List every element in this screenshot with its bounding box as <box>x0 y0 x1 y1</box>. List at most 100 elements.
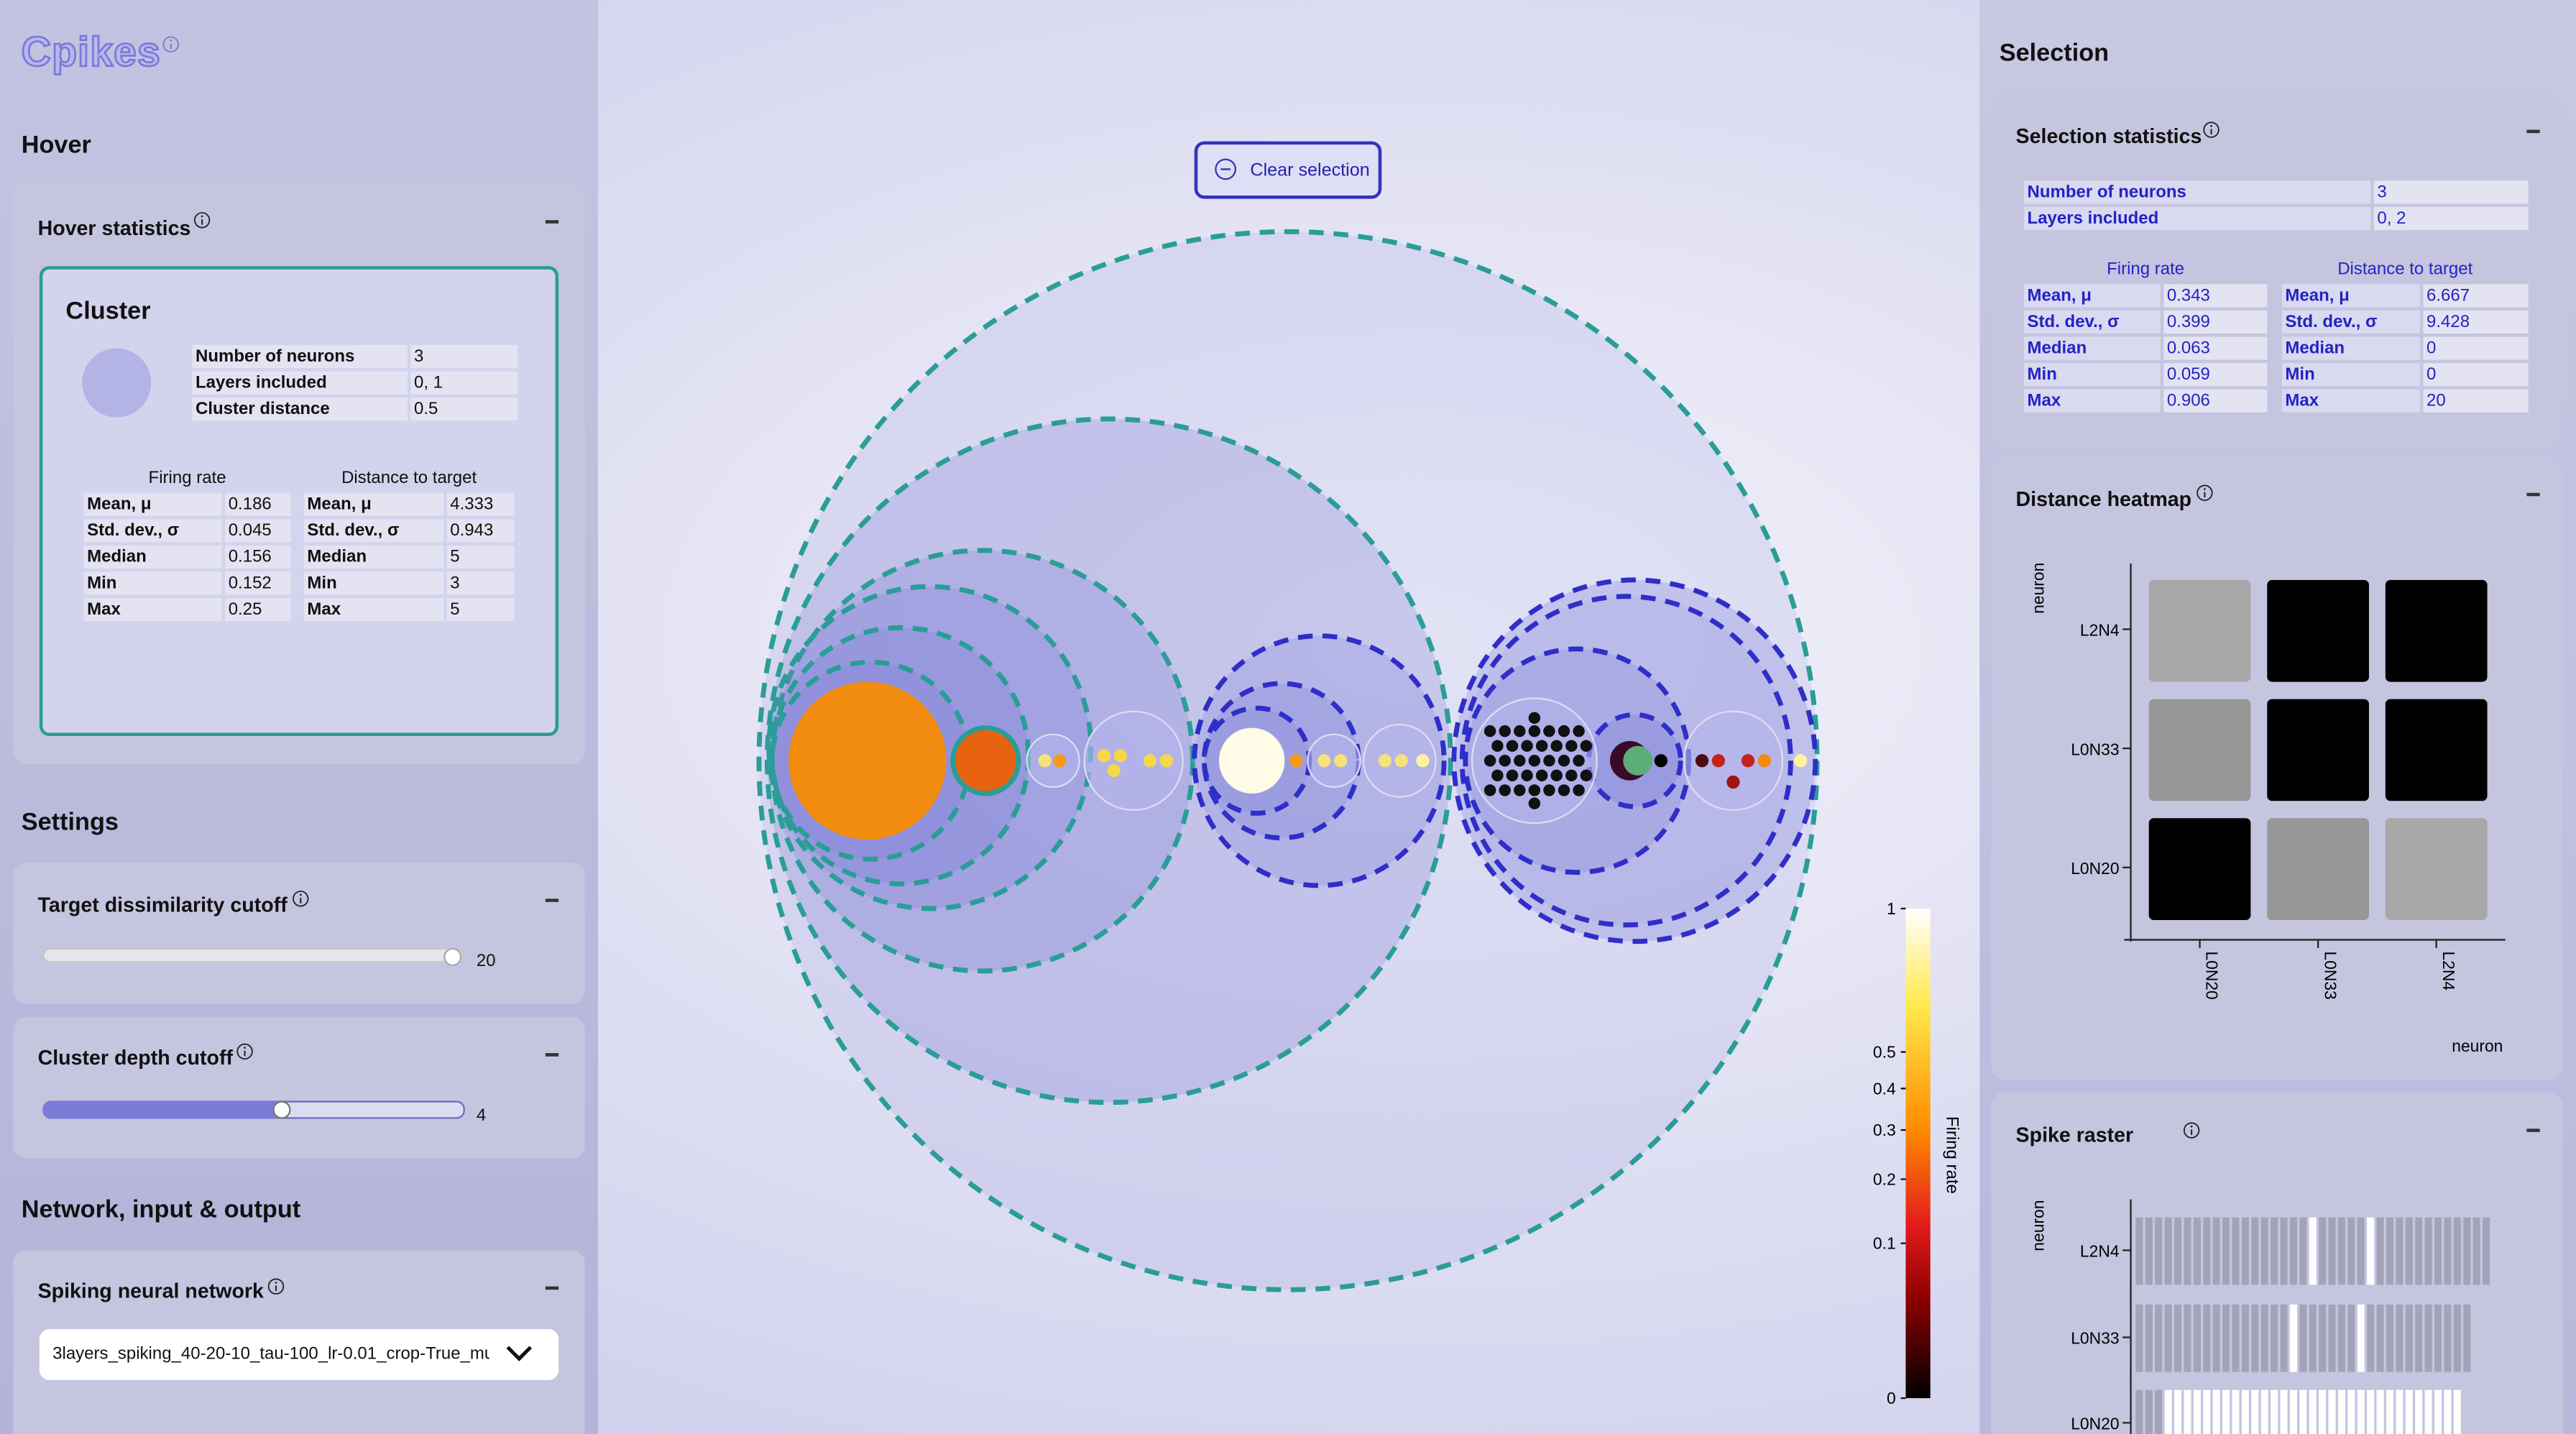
neuron[interactable] <box>788 681 947 840</box>
neuron[interactable] <box>1535 740 1548 752</box>
network-panel: Spiking neural network 3layers_spiking_4… <box>13 1250 585 1434</box>
colorbar-tick-label: 0.2 <box>1873 1170 1896 1189</box>
neuron[interactable] <box>1521 740 1533 752</box>
neuron[interactable] <box>1528 725 1541 737</box>
stat-value: 0.343 <box>2163 284 2268 308</box>
neuron[interactable] <box>1218 727 1285 794</box>
neuron[interactable] <box>1528 755 1541 767</box>
slider-track[interactable] <box>42 947 464 963</box>
neuron[interactable] <box>1378 754 1392 768</box>
stat-label: Std. dev., σ <box>83 519 222 543</box>
neuron[interactable] <box>1695 754 1709 768</box>
neuron[interactable] <box>1506 740 1519 752</box>
stat-value: 3 <box>410 344 518 368</box>
neuron[interactable] <box>1550 740 1563 752</box>
neuron[interactable] <box>1143 754 1157 768</box>
neuron[interactable] <box>1333 754 1348 768</box>
button-label: Clear selection <box>1250 160 1370 181</box>
collapse-button[interactable] <box>545 1053 559 1056</box>
neuron[interactable] <box>1565 769 1578 782</box>
neuron[interactable] <box>1289 754 1303 768</box>
neuron[interactable] <box>1573 755 1585 767</box>
neuron[interactable] <box>1528 784 1541 796</box>
neuron[interactable] <box>1038 754 1052 768</box>
slider-knob[interactable] <box>443 947 462 966</box>
neuron[interactable] <box>1484 725 1496 737</box>
stat-label: Min <box>2023 363 2161 387</box>
subcluster[interactable] <box>1683 710 1784 811</box>
neuron[interactable] <box>1580 740 1593 752</box>
colorbar-tick-label: 0.5 <box>1873 1042 1896 1061</box>
neuron[interactable] <box>1543 755 1555 767</box>
network-select[interactable]: 3layers_spiking_40-20-10_tau-100_lr-0.01… <box>39 1329 559 1380</box>
neuron[interactable] <box>1159 754 1173 768</box>
neuron[interactable] <box>1793 754 1808 768</box>
collapse-button[interactable] <box>2526 1129 2540 1131</box>
neuron[interactable] <box>1499 725 1511 737</box>
stat-label: Median <box>2023 336 2161 360</box>
neuron[interactable] <box>1514 784 1526 796</box>
neuron[interactable] <box>1573 784 1585 796</box>
neuron[interactable] <box>1097 749 1111 763</box>
neuron[interactable] <box>1543 784 1555 796</box>
stat-value: 0.25 <box>225 597 291 621</box>
neuron[interactable] <box>1741 754 1755 768</box>
neuron[interactable] <box>1550 769 1563 782</box>
stat-value: 0, 1 <box>410 371 518 395</box>
neuron[interactable] <box>1623 745 1653 776</box>
neuron[interactable] <box>1113 749 1127 763</box>
neuron[interactable] <box>1514 755 1526 767</box>
neuron[interactable] <box>1580 769 1593 782</box>
neuron[interactable] <box>1558 725 1570 737</box>
stat-label: Mean, μ <box>83 492 222 516</box>
neuron[interactable] <box>1107 763 1121 778</box>
stat-label: Median <box>303 545 444 569</box>
neuron[interactable] <box>1711 754 1725 768</box>
neuron[interactable] <box>1491 740 1504 752</box>
panel-title: Spiking neural network <box>37 1279 264 1303</box>
neuron[interactable] <box>1514 725 1526 737</box>
neuron[interactable] <box>1726 775 1740 789</box>
table-header: Distance to target <box>341 468 477 488</box>
collapse-button[interactable] <box>545 1286 559 1290</box>
neuron[interactable] <box>1535 769 1548 782</box>
stat-label: Max <box>303 597 444 621</box>
neuron[interactable] <box>1317 754 1331 768</box>
neuron[interactable] <box>1558 784 1570 796</box>
stat-value: 0.186 <box>225 492 291 516</box>
neuron[interactable] <box>1565 740 1578 752</box>
neuron[interactable] <box>1416 754 1430 768</box>
stat-label: Mean, μ <box>2023 284 2161 308</box>
neuron[interactable] <box>1499 784 1511 796</box>
clear-selection-button[interactable]: Clear selection <box>1194 141 1382 199</box>
neuron[interactable] <box>1484 784 1496 796</box>
stat-value: 0.045 <box>225 519 291 543</box>
neuron[interactable] <box>1573 725 1585 737</box>
neuron[interactable] <box>1757 754 1771 768</box>
neuron[interactable] <box>1499 755 1511 767</box>
neuron[interactable] <box>1506 769 1519 782</box>
settings-panel: Cluster depth cutoff 4 <box>13 1016 585 1159</box>
collapse-button[interactable] <box>545 898 559 901</box>
neuron[interactable] <box>1654 754 1668 768</box>
neuron[interactable] <box>1484 755 1496 767</box>
slider-knob[interactable] <box>272 1100 291 1119</box>
neuron[interactable] <box>1558 755 1570 767</box>
card-title: Cluster <box>65 297 151 326</box>
subcluster[interactable] <box>1083 710 1184 811</box>
neuron-selected[interactable] <box>950 725 1021 796</box>
neuron[interactable] <box>1394 754 1408 768</box>
neuron[interactable] <box>1521 769 1533 782</box>
neuron[interactable] <box>1543 725 1555 737</box>
panel-title: Target dissimilarity cutoff <box>37 893 288 917</box>
neuron[interactable] <box>1528 797 1541 809</box>
collapse-button[interactable] <box>545 220 559 223</box>
neuron[interactable] <box>1528 712 1541 725</box>
stat-label: Mean, μ <box>2281 284 2420 308</box>
collapse-button[interactable] <box>2526 129 2540 132</box>
neuron[interactable] <box>1053 754 1067 768</box>
hover-panel: Hover statistics Cluster <box>13 183 585 764</box>
neuron[interactable] <box>1491 769 1504 782</box>
collapse-button[interactable] <box>2526 492 2540 496</box>
